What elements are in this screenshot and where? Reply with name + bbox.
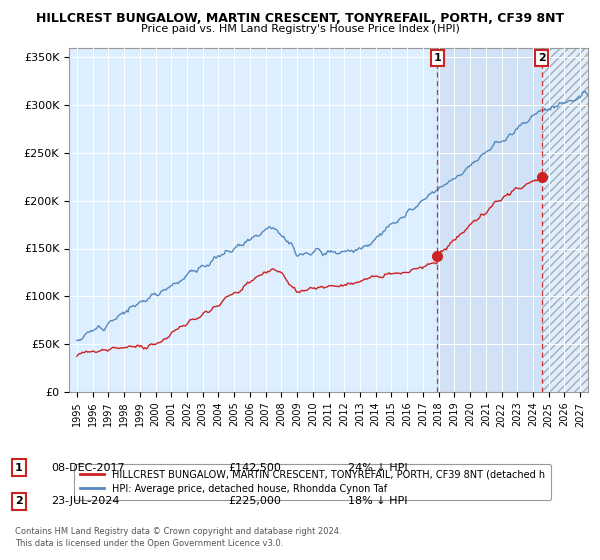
- Text: 23-JUL-2024: 23-JUL-2024: [51, 496, 119, 506]
- Text: HILLCREST BUNGALOW, MARTIN CRESCENT, TONYREFAIL, PORTH, CF39 8NT: HILLCREST BUNGALOW, MARTIN CRESCENT, TON…: [36, 12, 564, 25]
- Text: £225,000: £225,000: [228, 496, 281, 506]
- Text: 1: 1: [434, 53, 442, 63]
- Text: 08-DEC-2017: 08-DEC-2017: [51, 463, 125, 473]
- Text: 1: 1: [15, 463, 23, 473]
- Text: 18% ↓ HPI: 18% ↓ HPI: [348, 496, 407, 506]
- Text: 2: 2: [15, 496, 23, 506]
- Text: Price paid vs. HM Land Registry's House Price Index (HPI): Price paid vs. HM Land Registry's House …: [140, 24, 460, 34]
- Text: 24% ↓ HPI: 24% ↓ HPI: [348, 463, 407, 473]
- Bar: [437, 48, 542, 392]
- Bar: [542, 48, 588, 392]
- Text: Contains HM Land Registry data © Crown copyright and database right 2024.: Contains HM Land Registry data © Crown c…: [15, 528, 341, 536]
- Text: £142,500: £142,500: [228, 463, 281, 473]
- Text: 2: 2: [538, 53, 545, 63]
- Text: This data is licensed under the Open Government Licence v3.0.: This data is licensed under the Open Gov…: [15, 539, 283, 548]
- Legend: HILLCREST BUNGALOW, MARTIN CRESCENT, TONYREFAIL, PORTH, CF39 8NT (detached h, HP: HILLCREST BUNGALOW, MARTIN CRESCENT, TON…: [74, 464, 551, 500]
